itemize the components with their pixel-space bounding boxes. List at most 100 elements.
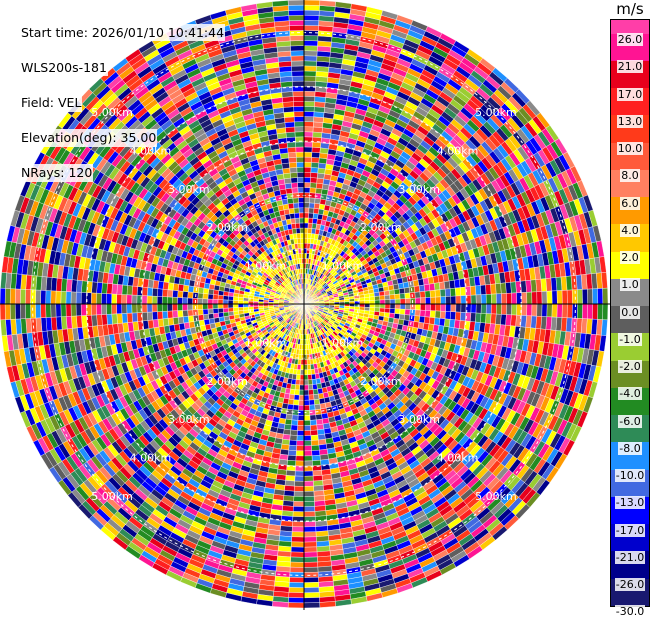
velocity-gate — [532, 304, 537, 316]
velocity-gate — [316, 414, 323, 420]
velocity-gate — [501, 314, 507, 325]
velocity-gate — [316, 188, 323, 194]
velocity-gate — [304, 61, 317, 66]
velocity-gate — [291, 425, 298, 431]
velocity-gate — [304, 162, 311, 167]
velocity-gate — [384, 291, 390, 296]
velocity-gate — [375, 304, 380, 308]
velocity-gate — [285, 475, 295, 481]
velocity-gate — [312, 460, 321, 466]
velocity-gate — [440, 311, 446, 319]
velocity-gate — [309, 203, 315, 208]
velocity-gate — [310, 188, 316, 194]
velocity-gate — [304, 380, 308, 385]
velocity-gate — [405, 293, 410, 299]
velocity-gate — [296, 451, 304, 456]
velocity-gate — [290, 430, 297, 436]
velocity-gate — [290, 435, 297, 441]
velocity-gate — [359, 298, 364, 301]
velocity-gate — [296, 375, 300, 380]
velocity-gate — [460, 287, 466, 296]
velocity-gate — [395, 299, 400, 304]
velocity-gate — [312, 152, 320, 158]
velocity-gate — [314, 117, 324, 123]
velocity-gate — [294, 486, 304, 491]
velocity-gate — [304, 51, 317, 56]
velocity-gate — [470, 286, 476, 295]
velocity-gate — [304, 56, 317, 61]
velocity-gate — [289, 587, 304, 592]
velocity-gate — [490, 284, 496, 294]
velocity-gate — [316, 419, 323, 425]
velocity-gate — [304, 532, 316, 537]
velocity-gate — [404, 287, 410, 293]
velocity-gate — [304, 167, 311, 172]
velocity-gate — [445, 311, 451, 319]
velocity-gate — [592, 304, 597, 319]
velocity-gate — [308, 218, 313, 223]
velocity-gate — [296, 446, 304, 451]
velocity-gate — [304, 0, 320, 5]
velocity-gate — [592, 289, 597, 304]
velocity-gate — [389, 290, 395, 295]
velocity-gate — [285, 480, 295, 486]
velocity-gate — [430, 311, 436, 318]
velocity-gate — [310, 183, 317, 189]
velocity-gate — [312, 147, 320, 153]
velocity-gate — [304, 425, 311, 430]
velocity-gate — [380, 304, 385, 308]
velocity-gate — [304, 76, 316, 81]
velocity-gate — [304, 15, 319, 20]
velocity-gate — [481, 294, 486, 304]
velocity-gate — [308, 223, 312, 228]
velocity-gate — [288, 399, 294, 405]
velocity-gate — [557, 304, 562, 318]
velocity-gate — [304, 71, 316, 76]
velocity-gate — [291, 552, 304, 557]
velocity-gate — [300, 370, 304, 375]
velocity-gate — [288, 597, 304, 602]
velocity-gate — [480, 313, 486, 323]
velocity-gate — [304, 218, 309, 223]
velocity-gate — [481, 304, 486, 314]
velocity-gate — [390, 309, 395, 314]
velocity-gate — [289, 440, 297, 446]
velocity-gate — [288, 455, 296, 461]
velocity-gate — [299, 395, 304, 400]
velocity-gate — [304, 496, 314, 501]
velocity-gate — [385, 299, 390, 304]
velocity-gate — [399, 288, 405, 294]
velocity-gate — [287, 404, 293, 410]
velocity-gate — [436, 304, 441, 311]
velocity-gate — [310, 425, 317, 431]
velocity-gate — [547, 304, 552, 317]
velocity-gate — [304, 203, 309, 208]
velocity-gate — [297, 441, 304, 446]
velocity-gate — [304, 395, 309, 400]
velocity-gate — [304, 603, 320, 608]
velocity-gate — [298, 405, 304, 410]
velocity-gate — [313, 389, 318, 395]
velocity-gate — [471, 304, 476, 313]
velocity-gate — [299, 390, 304, 395]
velocity-gate — [547, 291, 552, 304]
velocity-gate — [496, 304, 501, 314]
velocity-gate — [405, 304, 410, 310]
velocity-gate — [298, 415, 304, 420]
velocity-gate — [314, 107, 325, 113]
velocity-gate — [308, 385, 313, 390]
velocity-gate — [316, 183, 323, 189]
velocity-gate — [304, 25, 319, 30]
velocity-gate — [291, 420, 298, 426]
velocity-gate — [385, 304, 390, 309]
velocity-gate — [486, 304, 491, 314]
velocity-gate — [296, 380, 300, 385]
velocity-gate — [298, 420, 304, 425]
velocity-gate — [309, 213, 314, 218]
velocity-gate — [522, 304, 527, 316]
velocity-gate — [304, 547, 317, 552]
velocity-gate — [284, 485, 294, 491]
velocity-gate — [312, 142, 321, 148]
velocity-gate — [369, 293, 374, 297]
velocity-gate — [313, 470, 322, 476]
